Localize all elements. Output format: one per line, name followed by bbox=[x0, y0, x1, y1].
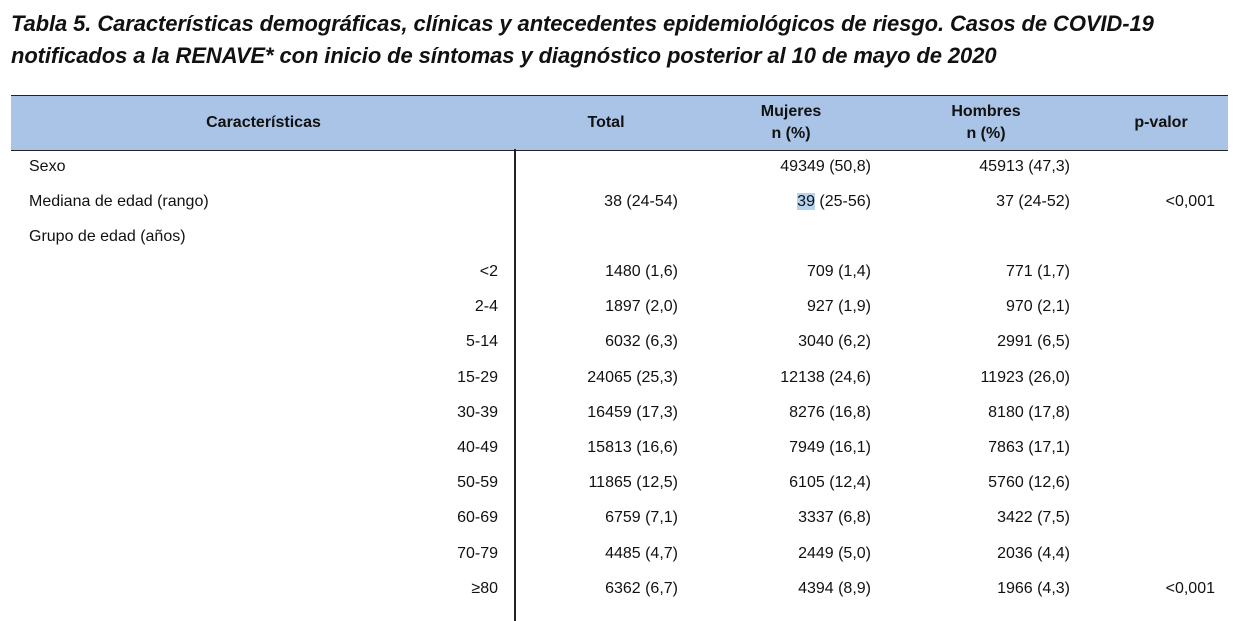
cell-pvalor bbox=[1105, 536, 1215, 571]
cell-mujeres: 12138 (24,6) bbox=[780, 368, 871, 386]
cell-total: 6759 (7,1) bbox=[605, 509, 678, 527]
table-row: <2 1480 (1,6) 709 (1,4) 771 (1,7) bbox=[11, 254, 1228, 289]
cell-mujeres: 8276 (16,8) bbox=[789, 403, 871, 421]
row-age-label: 40-49 bbox=[457, 439, 498, 456]
row-age-label: 5-14 bbox=[465, 333, 498, 351]
table-row: ≥80 6362 (6,7) 4394 (8,9) 1966 (4,3) <0,001 bbox=[11, 571, 1228, 606]
cell-pvalor bbox=[1105, 289, 1215, 324]
table-row-grupo: Grupo de edad (años) bbox=[11, 219, 1228, 254]
cell-total: 1897 (2,0) bbox=[605, 298, 678, 316]
cell-pvalor: <0,001 bbox=[1165, 579, 1215, 597]
cell-mujeres: 49349 (50,8) bbox=[780, 158, 871, 175]
row-age-label: 70-79 bbox=[457, 544, 498, 562]
row-age-label: 60-69 bbox=[457, 509, 498, 527]
cell-hombres: 1966 (4,3) bbox=[997, 579, 1070, 597]
cell-pvalor bbox=[1105, 465, 1215, 500]
row-age-label: 30-39 bbox=[457, 403, 498, 421]
table-row: 40-49 15813 (16,6) 7949 (16,1) 7863 (17,1) bbox=[11, 430, 1228, 465]
table-row-sexo: Sexo 49349 (50,8) 45913 (47,3) bbox=[11, 149, 1228, 184]
header-hombres-title: Hombres bbox=[951, 103, 1021, 120]
cell-mujeres: 2449 (5,0) bbox=[798, 544, 871, 562]
cell-hombres: 5760 (12,6) bbox=[988, 474, 1070, 492]
table-row: 5-14 6032 (6,3) 3040 (6,2) 2991 (6,5) bbox=[11, 324, 1228, 359]
cell-pvalor bbox=[1105, 324, 1215, 359]
cell-hombres: 37 (24-52) bbox=[996, 193, 1070, 210]
table-title: Tabla 5. Características demográficas, c… bbox=[11, 11, 1154, 68]
row-age-label: <2 bbox=[479, 263, 498, 280]
cell-pvalor bbox=[1105, 500, 1215, 535]
cell-hombres: 2991 (6,5) bbox=[997, 333, 1070, 351]
header-hombres-unit: n (%) bbox=[966, 125, 1006, 142]
cell-mujeres: 4394 (8,9) bbox=[798, 579, 871, 597]
header-caracteristicas: Características bbox=[206, 114, 321, 131]
cell-hombres: 771 (1,7) bbox=[1005, 263, 1070, 280]
header-total: Total bbox=[587, 114, 625, 131]
cell-pvalor bbox=[1105, 360, 1215, 395]
table-row-mediana: Mediana de edad (rango) 38 (24-54) 39 (2… bbox=[11, 184, 1228, 219]
header-mujeres: Mujeres n (%) bbox=[711, 96, 871, 150]
row-label: Grupo de edad (años) bbox=[29, 228, 186, 245]
row-age-label: 2-4 bbox=[474, 298, 498, 316]
selected-text-highlight: 39 bbox=[797, 193, 815, 210]
cell-total: 1480 (1,6) bbox=[605, 263, 678, 280]
cell-hombres: 2036 (4,4) bbox=[997, 544, 1070, 562]
table-row: 60-69 6759 (7,1) 3337 (6,8) 3422 (7,5) bbox=[11, 500, 1228, 535]
header-mujeres-unit: n (%) bbox=[771, 125, 811, 142]
cell-hombres: 8180 (17,8) bbox=[988, 403, 1070, 421]
cell-pvalor bbox=[1105, 395, 1215, 430]
header-hombres: Hombres n (%) bbox=[906, 96, 1066, 150]
table-header: Características Total Mujeres n (%) Homb… bbox=[11, 95, 1228, 151]
row-age-label: 50-59 bbox=[457, 474, 498, 492]
demographics-table: Características Total Mujeres n (%) Homb… bbox=[11, 95, 1228, 621]
table-row: 50-59 11865 (12,5) 6105 (12,4) 5760 (12,6) bbox=[11, 465, 1228, 500]
cell-pvalor bbox=[1105, 430, 1215, 465]
cell-mujeres: 6105 (12,4) bbox=[789, 474, 871, 492]
row-age-label: 15-29 bbox=[457, 368, 498, 386]
cell-total: 15813 (16,6) bbox=[587, 439, 678, 456]
cell-hombres: 7863 (17,1) bbox=[988, 439, 1070, 456]
cell-mujeres: 927 (1,9) bbox=[806, 298, 871, 316]
cell-mujeres: 39 (25-56) bbox=[701, 184, 871, 219]
cell-total: 38 (24-54) bbox=[604, 193, 678, 210]
cell-hombres: 45913 (47,3) bbox=[979, 158, 1070, 175]
cell-pvalor bbox=[1105, 254, 1215, 289]
row-label: Sexo bbox=[29, 158, 66, 175]
column-divider bbox=[514, 149, 516, 621]
cell-total: 4485 (4,7) bbox=[605, 544, 678, 562]
row-label: Mediana de edad (rango) bbox=[29, 193, 209, 210]
cell-mujeres: 3337 (6,8) bbox=[798, 509, 871, 527]
cell-hombres: 3422 (7,5) bbox=[997, 509, 1070, 527]
cell-hombres: 11923 (26,0) bbox=[980, 368, 1070, 386]
cell-mujeres: 3040 (6,2) bbox=[798, 333, 871, 351]
cell-total: 16459 (17,3) bbox=[587, 403, 678, 421]
cell-total: 6032 (6,3) bbox=[605, 333, 678, 351]
table-row: 15-29 24065 (25,3) 12138 (24,6) 11923 (26,0… bbox=[11, 360, 1228, 395]
cell-pvalor: <0,001 bbox=[1165, 193, 1215, 210]
header-pvalor: p-valor bbox=[1134, 114, 1188, 131]
cell-total: 24065 (25,3) bbox=[587, 368, 678, 386]
row-age-label: ≥80 bbox=[471, 579, 498, 597]
cell-mujeres-range: (25-56) bbox=[814, 193, 871, 210]
cell-mujeres: 7949 (16,1) bbox=[789, 439, 871, 456]
cell-hombres: 970 (2,1) bbox=[1005, 298, 1070, 316]
cell-total: 6362 (6,7) bbox=[605, 579, 678, 597]
cell-mujeres: 709 (1,4) bbox=[806, 263, 871, 280]
table-row: 2-4 1897 (2,0) 927 (1,9) 970 (2,1) bbox=[11, 289, 1228, 324]
table-row: 30-39 16459 (17,3) 8276 (16,8) 8180 (17,8) bbox=[11, 395, 1228, 430]
table-row: 70-79 4485 (4,7) 2449 (5,0) 2036 (4,4) bbox=[11, 536, 1228, 571]
header-mujeres-title: Mujeres bbox=[760, 103, 822, 120]
cell-total: 11865 (12,5) bbox=[588, 474, 678, 492]
